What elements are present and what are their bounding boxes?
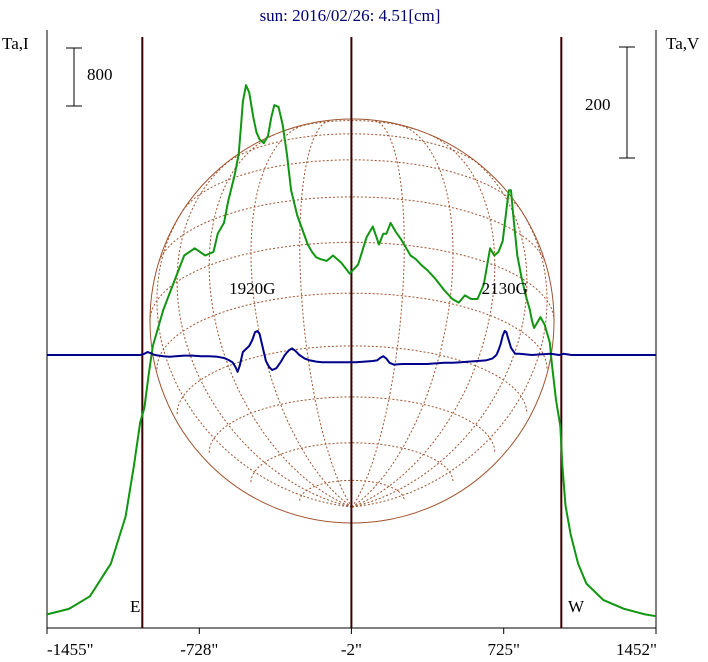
field-annotation: 2130G	[482, 279, 528, 298]
longitude-line	[299, 119, 353, 508]
longitude-line	[156, 210, 353, 508]
limb-and-center-lines	[141, 37, 563, 628]
x-tick-label: 725"	[487, 640, 519, 659]
right-axis-label: Ta,V	[666, 34, 700, 53]
east-limb-label: E	[130, 597, 140, 616]
annotations: 1920G 2130G	[229, 279, 528, 298]
longitude-line	[351, 156, 528, 508]
field-annotation: 1920G	[229, 279, 275, 298]
scale-bars	[66, 46, 635, 159]
series-intensity-line	[46, 84, 657, 618]
series-lines	[46, 84, 657, 618]
latitude-line	[250, 442, 454, 483]
latitude-line	[158, 196, 546, 262]
x-tick-label: -1455"	[47, 640, 94, 659]
latitude-line	[149, 241, 555, 322]
longitude-line	[351, 134, 496, 508]
longitude-line	[176, 156, 353, 508]
series-polarization-line	[47, 330, 656, 373]
x-tick-labels: -1455" -728" -2" 725" 1452"	[47, 640, 657, 659]
longitude-line	[351, 119, 405, 508]
right-scale-value: 200	[585, 95, 611, 114]
longitude-line	[351, 210, 548, 508]
x-tick-label: -728"	[180, 640, 218, 659]
x-tick-label: 1452"	[616, 640, 657, 659]
x-axis-ticks	[46, 628, 657, 634]
west-limb-label: W	[568, 597, 585, 616]
longitude-line	[351, 123, 454, 508]
left-axis-label: Ta,I	[2, 34, 29, 53]
longitude-line	[250, 123, 353, 508]
left-scale-value: 800	[87, 65, 113, 84]
x-tick-label: -2"	[341, 640, 362, 659]
longitude-line	[208, 134, 353, 508]
chart-title: sun: 2016/02/26: 4.51[cm]	[260, 6, 441, 25]
